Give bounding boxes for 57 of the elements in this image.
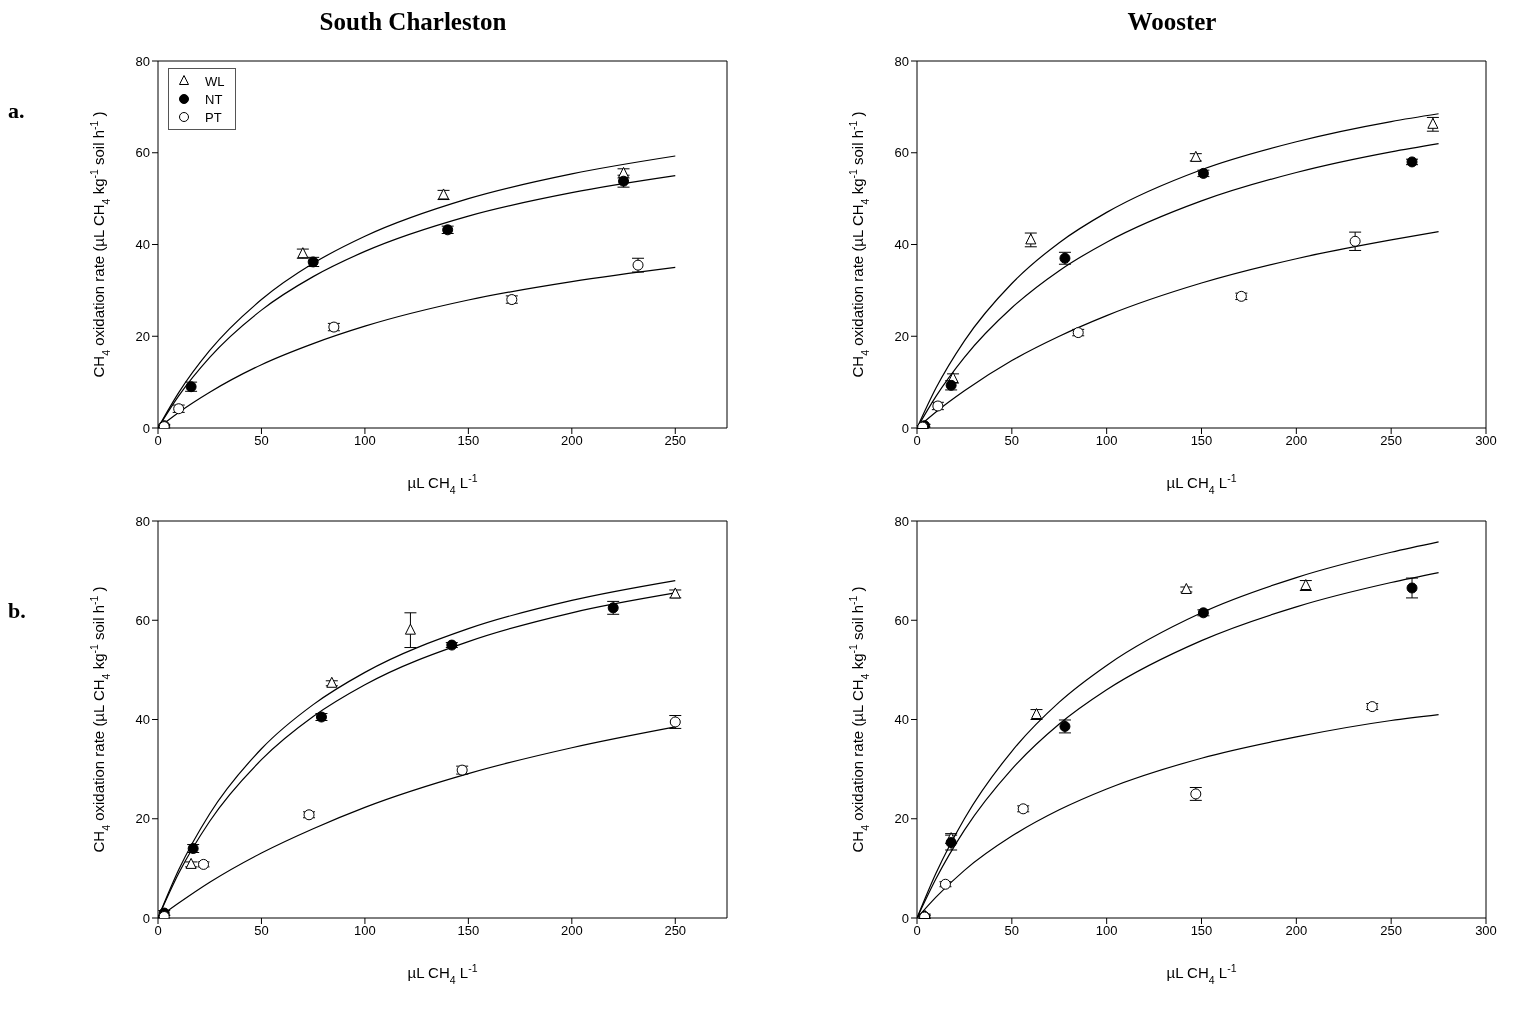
x-tick-label: 150 [1190,433,1213,449]
y-tick-label: 0 [142,910,150,926]
x-tick-label: 200 [560,433,583,449]
x-tick-label: 0 [913,923,921,939]
legend-label: WL [205,73,225,89]
x-axis-title: µL CH$_{4}$ L$^{-1}$ [1166,962,1237,986]
x-tick-label: 300 [1475,433,1497,449]
x-tick-label: 50 [254,433,269,449]
y-tick-label: 60 [894,612,909,628]
x-tick-label: 250 [664,433,687,449]
x-tick-label: 300 [1475,923,1497,939]
x-tick-label: 250 [1380,433,1403,449]
x-tick-label: 250 [1380,923,1403,939]
y-tick-label: 20 [894,811,909,827]
y-tick-label: 80 [894,513,909,529]
x-axis-title: µL CH$_{4}$ L$^{-1}$ [1166,472,1237,496]
y-tick-label: 60 [894,145,909,161]
y-tick-label: 20 [135,328,150,344]
y-tick-label: 60 [135,612,150,628]
y-tick-label: 20 [894,328,909,344]
x-tick-label: 0 [154,433,162,449]
text: a. [8,98,26,124]
x-tick-label: 0 [154,923,162,939]
y-tick-label: 80 [135,53,150,69]
x-tick-label: 250 [664,923,687,939]
x-tick-label: 150 [457,433,480,449]
x-tick-label: 100 [1095,923,1118,939]
y-tick-label: 80 [135,513,150,529]
legend-label: NT [205,91,223,107]
y-tick-label: 80 [894,53,909,69]
x-tick-label: 50 [1004,923,1020,939]
x-axis-title: µL CH$_{4}$ L$^{-1}$ [407,472,478,496]
x-tick-label: 100 [354,433,376,449]
x-tick-label: 200 [1285,923,1308,939]
chart-title: Wooster [1126,8,1218,37]
y-tick-label: 0 [901,910,909,926]
x-tick-label: 200 [560,923,583,939]
y-tick-label: 40 [894,237,909,253]
y-tick-label: 40 [135,237,150,253]
x-tick-label: 50 [254,923,269,939]
chart-title: South Charleston [318,8,508,37]
x-tick-label: 150 [1190,923,1213,939]
y-tick-label: 60 [135,145,150,161]
x-tick-label: 0 [913,433,921,449]
y-tick-label: 40 [135,712,150,728]
x-tick-label: 50 [1004,433,1020,449]
y-tick-label: 20 [135,811,150,827]
y-tick-label: 0 [142,420,150,436]
legend-label: PT [205,109,222,125]
x-tick-label: 150 [457,923,480,939]
text: b. [8,598,27,624]
x-tick-label: 100 [1095,433,1118,449]
x-axis-title: µL CH$_{4}$ L$^{-1}$ [407,962,478,986]
x-tick-label: 200 [1285,433,1308,449]
x-tick-label: 100 [354,923,376,939]
y-tick-label: 40 [894,712,909,728]
y-tick-label: 0 [901,420,909,436]
